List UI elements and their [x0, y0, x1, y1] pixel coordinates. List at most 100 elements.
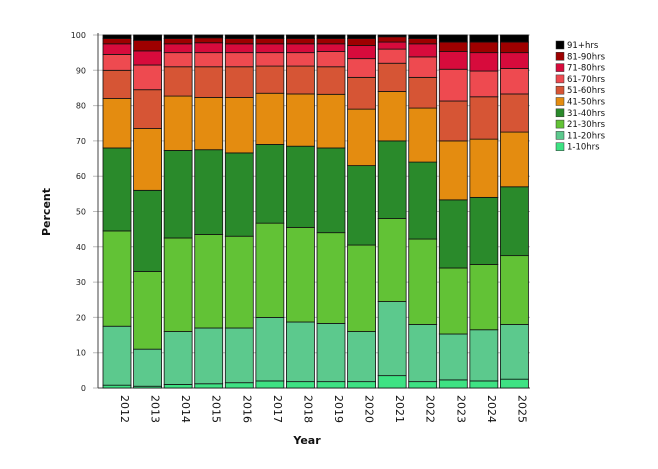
x-tick-label: 2020: [363, 395, 376, 423]
bar-segment: [316, 381, 346, 389]
bar-segment: [102, 54, 132, 71]
bar-segment: [438, 68, 468, 102]
bar-segment: [255, 316, 285, 382]
x-tick-label: 2016: [240, 395, 253, 423]
bar-segment: [133, 271, 162, 350]
bar-segment: [408, 34, 438, 39]
legend-label: 41-50hrs: [567, 98, 606, 108]
bar-segment: [133, 89, 162, 129]
bar-segment: [377, 301, 407, 377]
bar-segment: [255, 222, 285, 318]
bar-segment: [316, 66, 346, 95]
y-tick-label: 100: [71, 31, 86, 40]
bar-segment: [224, 52, 254, 68]
bar-segment: [408, 38, 438, 45]
y-tick-label: 10: [76, 349, 86, 358]
bar-segment: [347, 108, 376, 167]
legend-swatch: [555, 97, 565, 106]
legend-label: 1-10hrs: [567, 143, 600, 153]
bar-segment: [347, 165, 376, 246]
legend-label: 61-70hrs: [567, 75, 606, 85]
x-axis-label: Year: [292, 434, 321, 447]
bar-segment: [408, 107, 438, 163]
bar-segment: [194, 42, 224, 54]
bar-segment: [316, 51, 346, 68]
bar-segment: [500, 255, 529, 325]
bar-segment: [469, 196, 499, 265]
bar-segment: [377, 41, 407, 50]
bar-segment: [102, 38, 132, 45]
bar-segment: [316, 93, 346, 149]
legend-swatch: [555, 40, 565, 50]
bar-segment: [500, 93, 529, 133]
bar-segment: [102, 98, 132, 149]
bar-segment: [163, 237, 193, 332]
bar-segment: [163, 331, 193, 385]
bar-segment: [316, 43, 346, 52]
bar-segment: [163, 66, 193, 97]
bar-segment: [163, 52, 193, 68]
bar-segment: [347, 34, 376, 39]
bar-segment: [408, 324, 438, 383]
y-tick-label: 50: [76, 208, 86, 217]
bar-segment: [224, 38, 254, 45]
bar-segment: [224, 43, 254, 54]
bar-segment: [500, 378, 529, 389]
bar-segment: [500, 34, 529, 43]
bar-segment: [408, 161, 438, 240]
x-tick-label: 2025: [515, 395, 528, 423]
bar-segment: [194, 149, 224, 235]
y-tick-label: 60: [76, 172, 86, 181]
x-tick-label: 2023: [454, 395, 467, 423]
y-tick-label: 30: [76, 278, 86, 287]
bar-segment: [102, 325, 132, 386]
x-tick-label: 2015: [210, 395, 223, 423]
y-tick-label: 70: [76, 137, 86, 146]
bar-segment: [377, 218, 407, 302]
bar-segment: [408, 56, 438, 78]
x-tick-label: 2017: [271, 395, 284, 423]
bar-segment: [347, 38, 376, 46]
bar-segment: [377, 375, 407, 389]
bar-segment: [500, 324, 529, 380]
bar-segment: [347, 76, 376, 110]
bar-segment: [102, 230, 132, 327]
bar-segment: [255, 380, 285, 389]
bar-segment: [224, 97, 254, 154]
bar-segment: [133, 34, 162, 41]
bar-segment: [408, 381, 438, 389]
bar-segment: [255, 52, 285, 67]
bar-segment: [377, 140, 407, 219]
bar-segment: [224, 327, 254, 384]
bar-segment: [347, 244, 376, 332]
bar-segment: [255, 92, 285, 145]
bar-segment: [500, 186, 529, 257]
bar-segment: [316, 147, 346, 234]
bar-segment: [194, 34, 224, 39]
y-tick-label: 0: [81, 384, 86, 393]
bar-segment: [500, 68, 529, 95]
bar-segment: [163, 43, 193, 54]
bar-segment: [469, 52, 499, 72]
x-tick-label: 2024: [485, 395, 498, 423]
legend-swatch: [555, 142, 565, 151]
bar-segment: [377, 48, 407, 64]
legend-swatch: [555, 63, 565, 72]
bar-segment: [500, 41, 529, 54]
bar-segment: [286, 145, 315, 228]
y-tick-label: 80: [76, 102, 86, 111]
bar-segment: [163, 150, 193, 239]
legend-swatch: [555, 52, 565, 61]
bar-segment: [438, 51, 468, 70]
bar-segment: [438, 140, 468, 201]
bar-segment: [316, 34, 346, 39]
bar-segment: [102, 34, 132, 39]
bar-segment: [469, 380, 499, 389]
bar-segment: [133, 50, 162, 66]
bar-segment: [408, 238, 438, 325]
bar-segment: [438, 41, 468, 52]
bar-segment: [102, 147, 132, 232]
legend-swatch: [555, 74, 565, 84]
bar-segment: [347, 381, 376, 389]
